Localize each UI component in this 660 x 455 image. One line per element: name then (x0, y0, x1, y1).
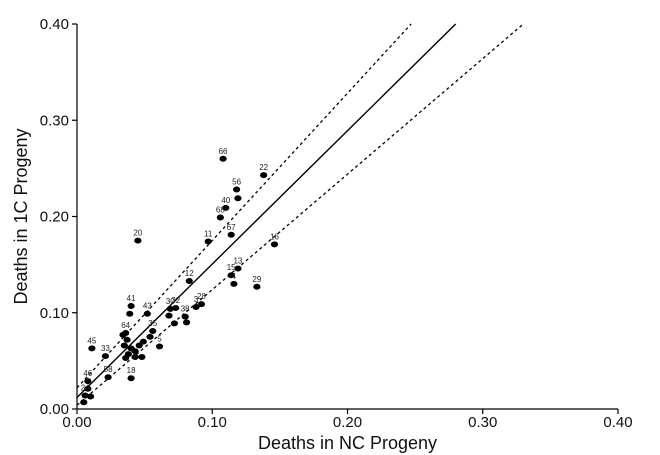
data-point (230, 280, 238, 287)
data-point-label: 38 (181, 305, 190, 314)
data-point (88, 345, 96, 352)
fit-line (76, 23, 457, 398)
data-point-label: 41 (127, 294, 136, 303)
data-point (155, 343, 164, 350)
data-point-label: 12 (185, 269, 194, 278)
confidence-bands (76, 23, 524, 406)
data-point (131, 354, 139, 361)
data-point (219, 155, 227, 162)
data-point-label: 22 (259, 163, 268, 172)
data-point (253, 283, 261, 290)
data-point-label: 32 (171, 296, 180, 305)
data-point-label: 33 (101, 344, 110, 353)
data-point (234, 265, 242, 272)
axis-ticks: 0.00 0.10 0.20 0.30 0.40 0.00 0.10 0.20 0.30 0.40 (40, 16, 633, 431)
data-point (270, 241, 279, 248)
data-point-label: 11 (204, 230, 213, 239)
x-axis-title: Deaths in NC Progeny (258, 433, 437, 453)
data-point (192, 303, 200, 310)
data-point (185, 277, 193, 284)
data-point (122, 354, 130, 361)
data-point (204, 238, 212, 245)
y-axis-title: Deaths in 1C Progeny (11, 128, 31, 304)
data-point-label: 66 (219, 147, 228, 156)
data-point-label: 16 (270, 232, 279, 241)
data-point (80, 399, 88, 406)
data-point-label: 56 (232, 178, 241, 187)
data-point-label: 35 (148, 319, 157, 328)
data-point (120, 342, 128, 349)
data-point-label: 20 (133, 229, 142, 238)
data-point (127, 303, 135, 310)
data-point-label: 43 (143, 302, 152, 311)
y-tick-label: 0.20 (40, 209, 69, 226)
data-point (126, 310, 134, 317)
x-tick-label: 0.20 (333, 414, 362, 431)
data-point (84, 378, 92, 385)
data-point-label: 3 (194, 295, 199, 304)
data-point-label: 4 (232, 272, 237, 281)
y-tick-label: 0.40 (40, 16, 69, 33)
data-point (127, 375, 135, 382)
data-point (260, 172, 268, 179)
confidence-band-line (76, 23, 524, 406)
data-point-label: 13 (233, 256, 242, 265)
data-point (101, 353, 110, 360)
data-point (104, 374, 112, 381)
data-point (227, 231, 235, 238)
data-point-label: 64 (121, 321, 130, 330)
data-point (172, 304, 180, 311)
data-point-label: 46 (83, 369, 92, 378)
data-point-label: 45 (87, 336, 96, 345)
data-point-label: 15 (227, 263, 236, 272)
data-point (119, 331, 127, 338)
axes (76, 24, 618, 410)
data-point (216, 214, 224, 221)
data-point-label: 29 (252, 275, 261, 284)
data-point-label: 68 (216, 205, 225, 214)
data-point (123, 336, 131, 343)
data-point-label: 24 (81, 384, 90, 393)
data-point-label: 58 (104, 365, 113, 374)
data-point (139, 338, 147, 345)
data-point (134, 237, 142, 244)
data-point-label: 30 (166, 297, 175, 306)
data-point (227, 272, 235, 279)
data-point (138, 354, 146, 361)
data-point (131, 348, 139, 355)
data-point (182, 319, 191, 326)
data-point (232, 186, 241, 193)
data-point (135, 342, 143, 349)
data-point (84, 385, 92, 392)
data-point (181, 313, 189, 320)
data-point (165, 312, 173, 319)
data-point (81, 392, 89, 399)
data-point-label: 18 (127, 366, 136, 375)
data-point (170, 320, 178, 327)
y-tick-label: 0.30 (40, 112, 69, 129)
data-point (222, 204, 230, 211)
data-point-label: 67 (227, 223, 236, 232)
data-point (86, 393, 95, 400)
data-point (197, 301, 206, 308)
x-tick-label: 0.00 (62, 414, 91, 431)
data-point (234, 195, 242, 202)
regression-line (76, 23, 457, 398)
data-point (149, 328, 157, 335)
data-point-label: 5 (157, 334, 162, 343)
data-point-label: 40 (221, 196, 230, 205)
y-tick-label: 0.10 (40, 305, 69, 322)
data-point-label: 28 (197, 292, 206, 301)
data-point (146, 333, 154, 340)
x-tick-label: 0.40 (603, 414, 632, 431)
y-tick-label: 0.00 (40, 401, 69, 418)
data-point (143, 310, 151, 317)
data-point (166, 305, 174, 312)
x-tick-label: 0.10 (198, 414, 227, 431)
confidence-band-line (76, 23, 412, 389)
x-tick-label: 0.30 (468, 414, 497, 431)
